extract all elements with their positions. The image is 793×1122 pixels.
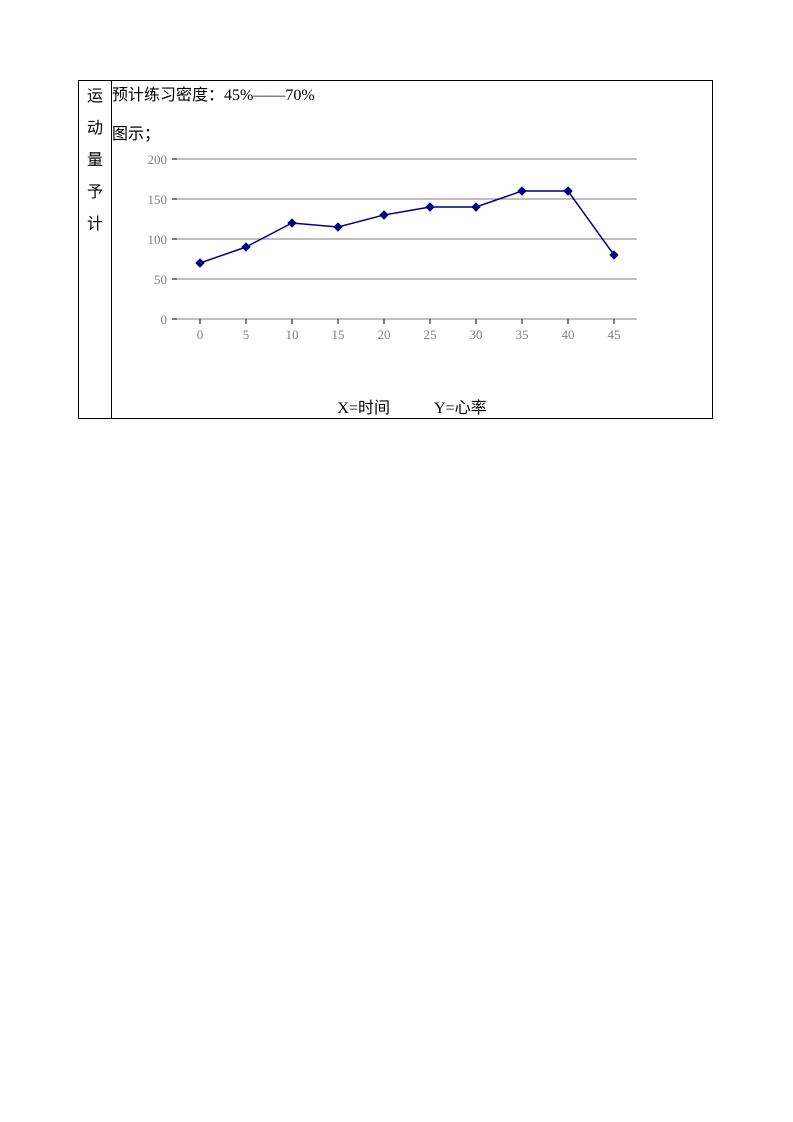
svg-text:15: 15 — [332, 327, 345, 342]
svg-text:0: 0 — [161, 312, 168, 327]
heart-rate-chart: 0 50 100 150 200 0 5 10 15 20 25 30 35 40 45 — [112, 149, 652, 349]
x-axis-label: X=时间 — [337, 400, 390, 417]
left-char-5: 计 — [79, 209, 111, 241]
svg-text:50: 50 — [154, 272, 167, 287]
svg-text:40: 40 — [562, 327, 575, 342]
svg-text:20: 20 — [378, 327, 391, 342]
chart-container: 0 50 100 150 200 0 5 10 15 20 25 30 35 40 45 — [112, 149, 652, 369]
svg-text:10: 10 — [286, 327, 299, 342]
density-header: 预计练习密度：45%——70% — [112, 81, 712, 105]
left-char-2: 动 — [79, 113, 111, 145]
content-cell: 预计练习密度：45%——70% 图示； 0 50 100 150 200 0 5 10 15 20… — [112, 81, 713, 419]
svg-text:150: 150 — [148, 192, 168, 207]
main-table: 运 动 量 予 计 预计练习密度：45%——70% 图示； 0501001502… — [78, 80, 713, 419]
left-char-3: 量 — [79, 145, 111, 177]
svg-text:0: 0 — [197, 327, 204, 342]
axis-description: X=时间 Y=心率 — [112, 394, 712, 418]
left-column-cell: 运 动 量 予 计 — [79, 81, 112, 419]
svg-text:30: 30 — [470, 327, 483, 342]
svg-text:25: 25 — [424, 327, 437, 342]
svg-text:35: 35 — [516, 327, 529, 342]
left-char-4: 予 — [79, 177, 111, 209]
svg-text:45: 45 — [608, 327, 621, 342]
svg-text:200: 200 — [148, 152, 168, 167]
svg-text:100: 100 — [148, 232, 168, 247]
left-char-1: 运 — [79, 81, 111, 113]
y-axis-label: Y=心率 — [434, 400, 487, 417]
legend-label: 图示； — [112, 120, 712, 144]
svg-text:5: 5 — [243, 327, 250, 342]
